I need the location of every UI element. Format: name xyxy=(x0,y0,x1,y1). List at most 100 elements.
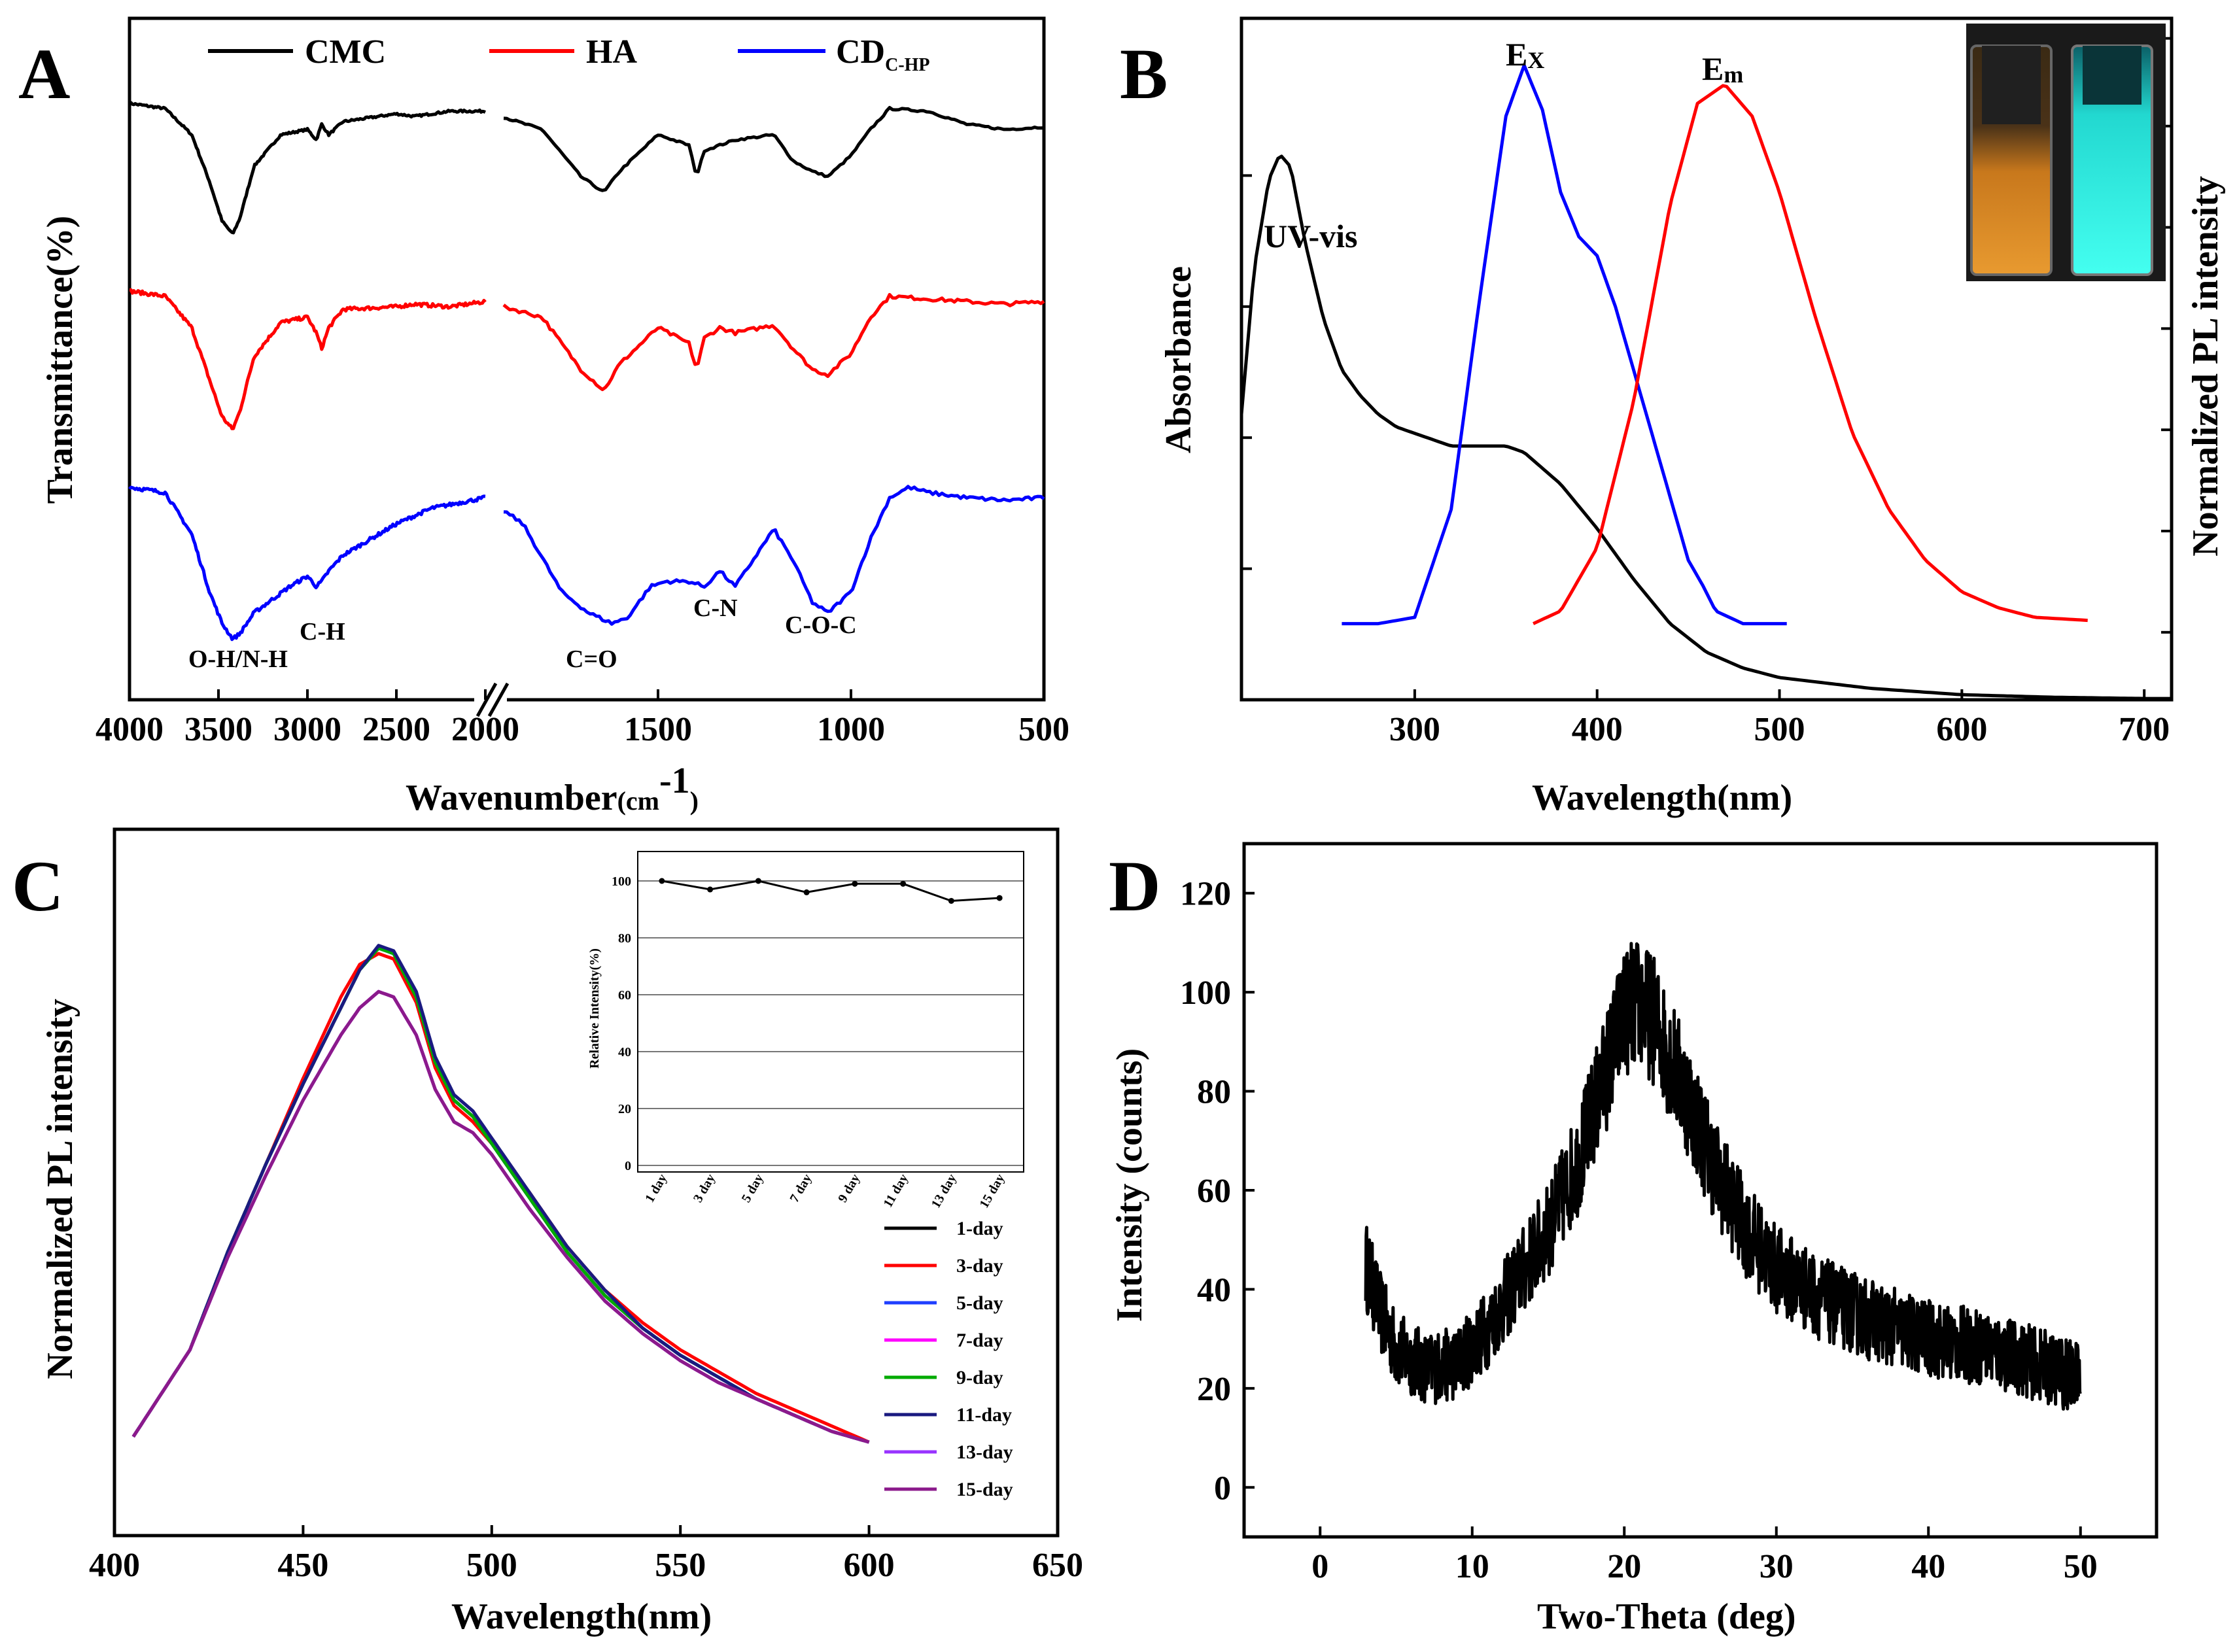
panel-c-x-tick-label: 550 xyxy=(655,1547,706,1584)
inset-marker xyxy=(803,889,810,895)
label-ex: EX xyxy=(1506,36,1544,73)
panel-b-x-tick-label: 500 xyxy=(1754,711,1805,748)
inset-y-tick-label: 0 xyxy=(625,1159,631,1173)
annotation-cn: C-N xyxy=(693,594,738,622)
label-em: Em xyxy=(1702,50,1743,88)
ftir-line-ha-high xyxy=(129,288,487,430)
panel-d-ticks: 0 10 20 30 40 50 0 20 40 60 80 100 120 xyxy=(1180,876,2098,1585)
inset-y-tick-label: 60 xyxy=(618,988,631,1003)
label-uv-vis: UV-vis xyxy=(1264,218,1358,254)
panel-a-x-tick-label: 4000 xyxy=(95,711,164,748)
label-em-sub: m xyxy=(1724,61,1743,88)
spectrum-line-uvvis xyxy=(1240,154,2172,700)
ftir-line-cmc-high xyxy=(128,101,487,235)
inset-x-tick-label: 9 day xyxy=(835,1172,863,1205)
inset-x-tick-label: 11 day xyxy=(880,1172,911,1211)
panel-b: B 300 400 500 600 700 UV-vis EX Em Wavelengt… xyxy=(1120,16,2226,818)
inset-marker xyxy=(996,895,1003,901)
inset-background xyxy=(638,852,1024,1172)
panel-c-x-tick-label: 650 xyxy=(1032,1547,1083,1584)
panel-a-x-tick-label: 1000 xyxy=(817,711,885,748)
inset-x-tick-label: 3 day xyxy=(691,1172,718,1205)
legend-label-3-day: 3-day xyxy=(956,1255,1003,1277)
panel-b-x-tick-label: 300 xyxy=(1389,711,1440,748)
legend-label-5-day: 5-day xyxy=(956,1292,1003,1314)
panel-d: D 0 10 20 30 40 50 0 20 40 60 80 100 120 Two-Theta (… xyxy=(1109,842,2159,1637)
panel-a-letter: A xyxy=(18,34,70,114)
annotation-co: C=O xyxy=(566,645,617,673)
panel-d-y-tick-label: 120 xyxy=(1180,876,1231,913)
panel-d-letter: D xyxy=(1109,846,1160,926)
inset-photo-cuvettes xyxy=(1966,24,2166,281)
panel-a-curves xyxy=(128,101,1045,642)
panel-d-y-tick-label: 60 xyxy=(1197,1173,1231,1210)
inset-x-tick-label: 15 day xyxy=(977,1172,1007,1211)
panel-c-curves xyxy=(131,944,870,1444)
panel-a-x-label-close: ) xyxy=(690,786,699,816)
panel-c-x-tick-label: 450 xyxy=(277,1547,328,1584)
axis-break-mark xyxy=(487,682,510,717)
panel-b-x-label: Wavelength(nm) xyxy=(1532,778,1792,818)
panel-c: C 400 450 500 550 600 650 1-day3-day5-day7-da… xyxy=(12,827,1083,1637)
panel-a-frame xyxy=(128,16,1046,702)
inset-x-tick-label: 13 day xyxy=(929,1172,960,1211)
legend-label-cmc: CMC xyxy=(305,33,386,71)
panel-b-frame xyxy=(1240,16,2174,702)
panel-a-x-tick-label: 3000 xyxy=(273,711,341,748)
legend-label-cd: CDC-HP xyxy=(836,33,930,75)
annotation-ch: C-H xyxy=(300,618,345,645)
inset-y-tick-label: 40 xyxy=(618,1045,631,1059)
panel-c-y-label: Normalized PL intensity xyxy=(40,999,80,1379)
panel-c-letter: C xyxy=(12,846,63,926)
annotation-coc: C-O-C xyxy=(785,611,857,639)
legend-label-15-day: 15-day xyxy=(956,1479,1013,1500)
panel-d-y-tick-label: 80 xyxy=(1197,1074,1231,1111)
panel-b-letter: B xyxy=(1120,34,1168,114)
panel-a-x-tick-label: 2500 xyxy=(362,711,430,748)
panel-d-y-tick-label: 40 xyxy=(1197,1271,1231,1309)
panel-b-x-tick-label: 600 xyxy=(1936,711,1987,748)
panel-d-x-tick-label: 50 xyxy=(2064,1548,2098,1585)
inset-border xyxy=(637,851,1024,1173)
panel-b-ticks: 300 400 500 600 700 xyxy=(1241,37,2172,748)
label-em-main: E xyxy=(1702,50,1724,87)
legend-label-11-day: 11-day xyxy=(956,1404,1012,1426)
inset-marker xyxy=(948,897,954,904)
legend-label-ha: HA xyxy=(586,33,637,71)
inset-x-tick-label: 7 day xyxy=(787,1172,814,1205)
panel-c-x-label: Wavelength(nm) xyxy=(451,1596,712,1637)
spectrum-line-em xyxy=(1533,84,2088,625)
panel-d-x-tick-label: 0 xyxy=(1311,1548,1328,1585)
panel-a-x-label-sup: -1 xyxy=(659,761,690,801)
inset-x-tick-label: 1 day xyxy=(642,1172,670,1205)
legend-label-1-day: 1-day xyxy=(956,1218,1003,1239)
xrd-line xyxy=(1364,942,2082,1411)
panel-d-y-tick-label: 0 xyxy=(1214,1470,1231,1507)
legend-label-cd-main: CD xyxy=(836,33,885,71)
cuvette-daylight-cap xyxy=(1982,46,2041,124)
panel-a-y-label: Transmittance(%) xyxy=(40,216,80,504)
inset-y-label: Relative Intensity(%) xyxy=(587,948,602,1069)
panel-a-x-label-unit: (cm xyxy=(617,786,659,816)
panel-d-x-tick-label: 20 xyxy=(1607,1548,1641,1585)
panel-c-legend: 1-day 3-day 5-day 7-day 9-day 11-day 13-day 15-… xyxy=(884,1218,1013,1500)
inset-y-tick-label: 80 xyxy=(618,931,631,946)
panel-d-y-label: Intensity (counts) xyxy=(1109,1048,1150,1322)
panel-d-y-tick-label: 20 xyxy=(1197,1371,1231,1408)
label-ex-sub: X xyxy=(1527,47,1544,73)
inset-marker xyxy=(852,880,858,887)
ftir-line-ha-low xyxy=(502,293,1045,392)
panel-d-x-tick-label: 30 xyxy=(1760,1548,1794,1585)
inset-y-tick-label: 100 xyxy=(612,874,631,889)
panel-c-x-tick-label: 500 xyxy=(466,1547,517,1584)
annotation-oh-nh: O-H/N-H xyxy=(188,645,288,673)
panel-d-x-tick-label: 10 xyxy=(1455,1548,1489,1585)
inset-plot: 0 20 40 60 80 100 1 day 3 day 5 day 7 day 9 day 11 … xyxy=(587,874,1024,1211)
panel-b-y-label-right: Normalized PL intensity xyxy=(2185,176,2226,557)
legend-label-cd-sub: C-HP xyxy=(885,55,929,75)
pl-line-15-day xyxy=(131,989,870,1444)
panel-d-y-tick-label: 100 xyxy=(1180,974,1231,1012)
ftir-line-cdchp-high xyxy=(128,485,486,642)
panel-a-x-tick-label: 3500 xyxy=(184,711,252,748)
panel-a-x-ticks: 4000 3500 3000 2500 2000 1500 1000 500 xyxy=(95,689,1069,748)
